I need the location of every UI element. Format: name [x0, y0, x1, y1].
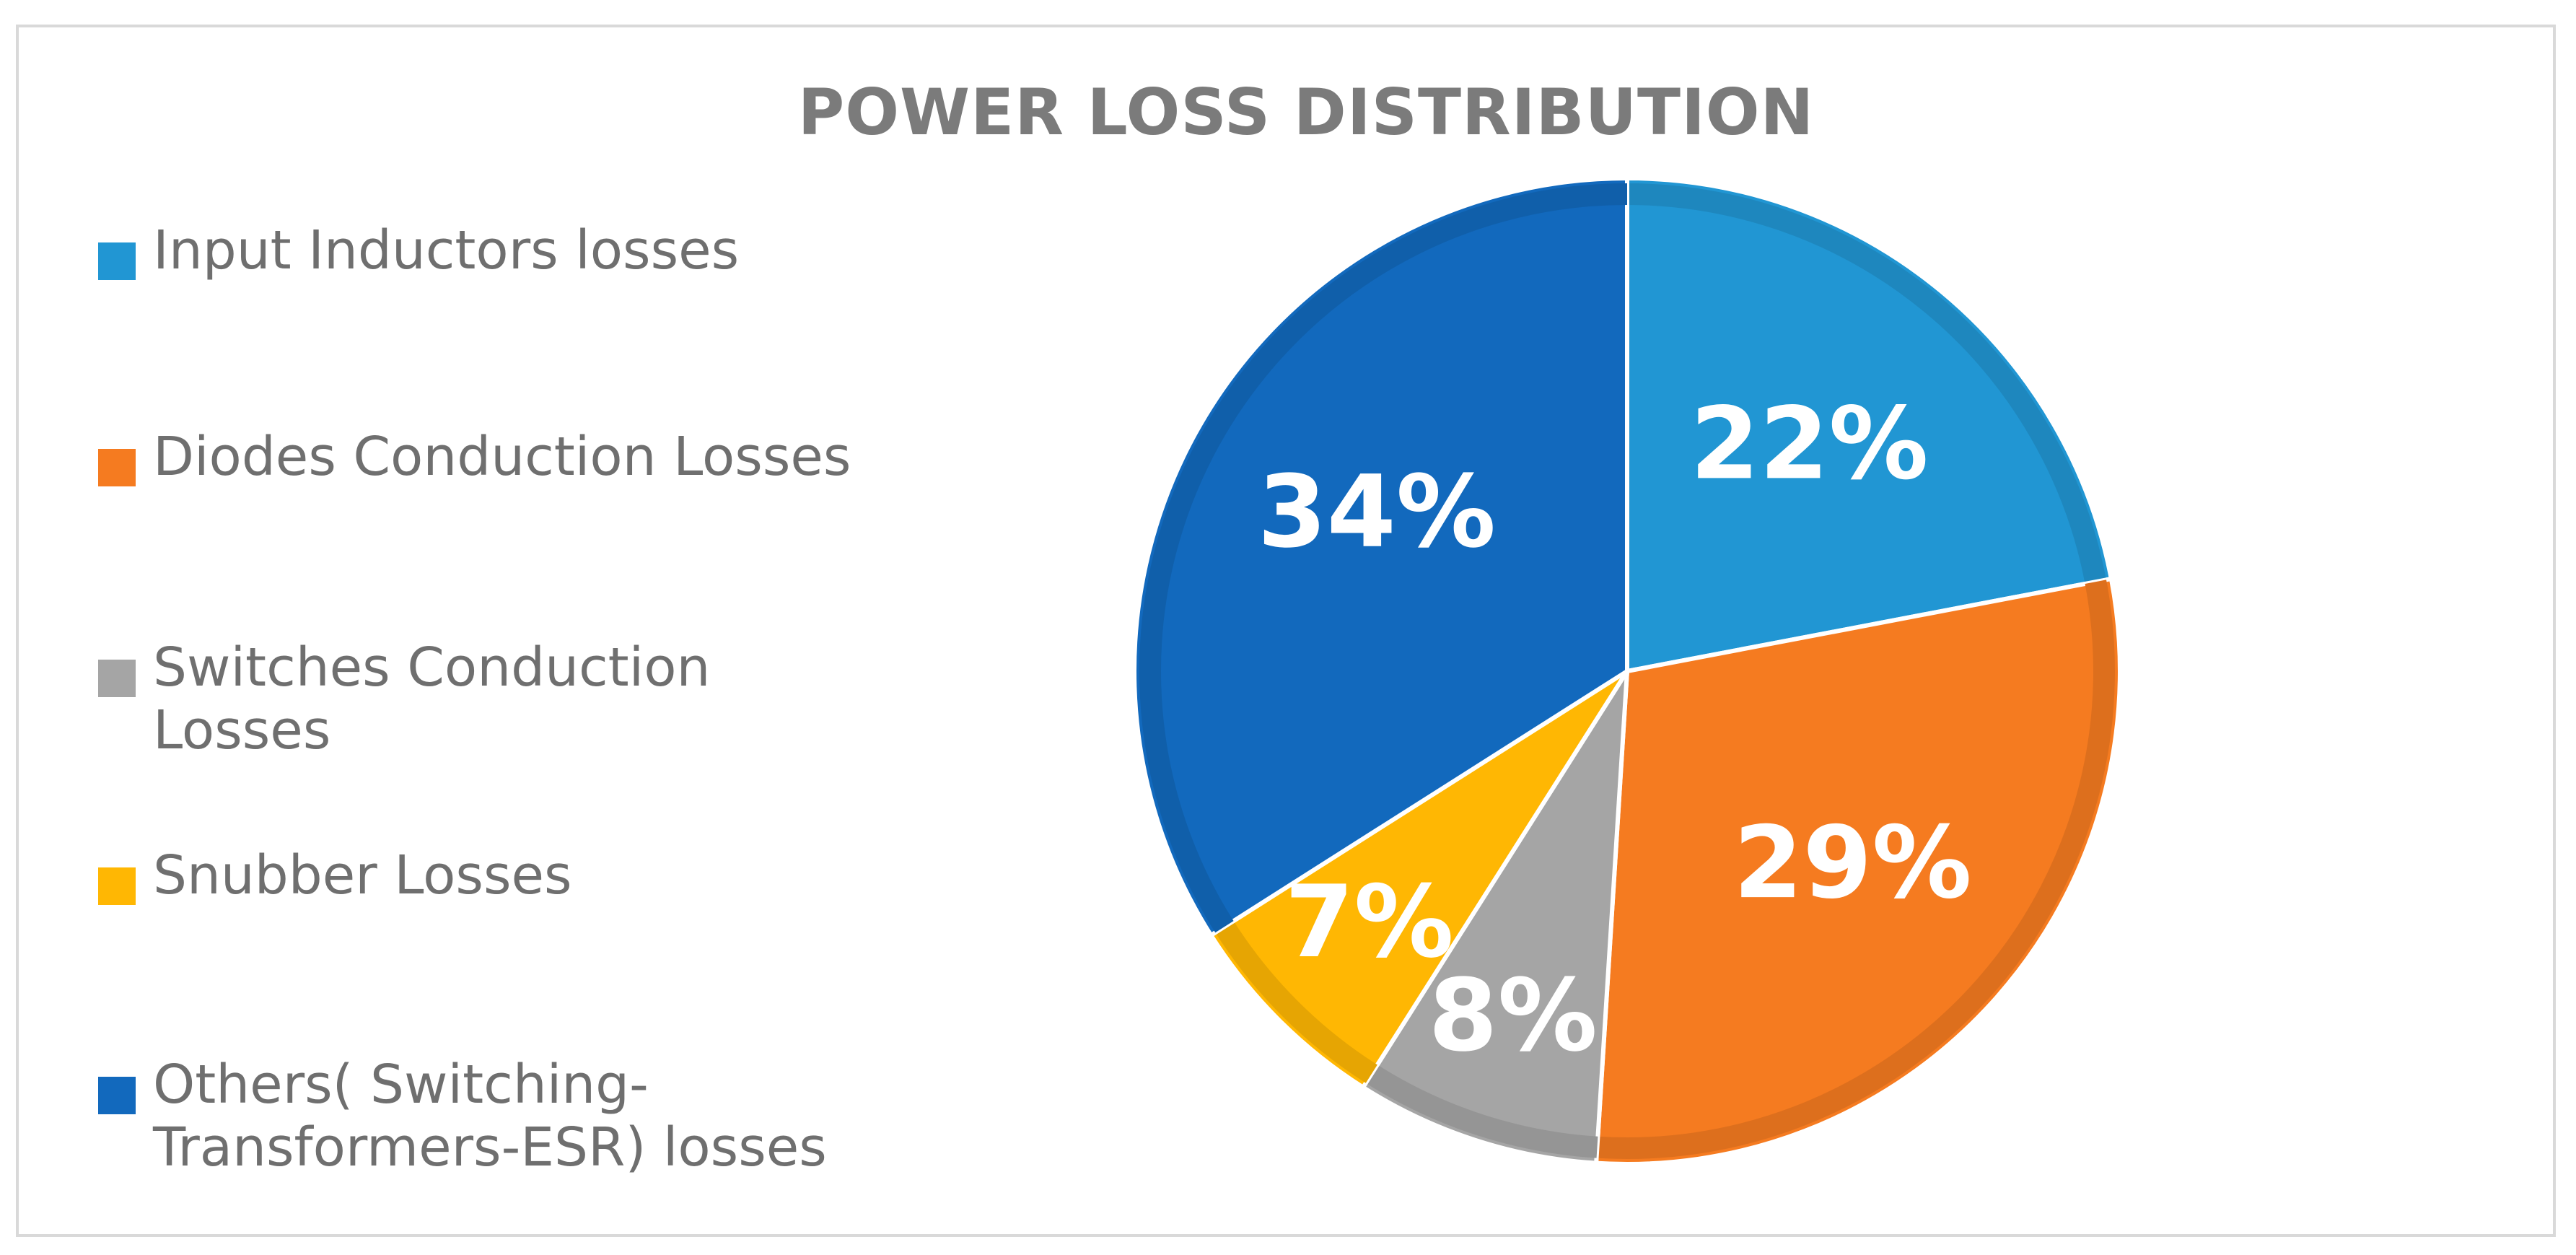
legend-label-switches-conduction: Switches Conduction Losses	[153, 637, 711, 762]
legend-swatch-snubber	[98, 867, 136, 905]
pie-slice-diodes-conduction-losses	[1594, 577, 2122, 1166]
legend-item-others: Others( Switching- Transformers-ESR) los…	[98, 1054, 827, 1180]
pie-slice-rim-input-inductors-losses	[1626, 183, 2107, 584]
pie-slices	[1132, 176, 2122, 1166]
pie-slice-rim-snubber-losses	[1215, 921, 1377, 1083]
pie-slice-rim-diodes-conduction-losses	[1596, 580, 2115, 1160]
pie-slice-rim-switches-conduction-losses	[1365, 1064, 1598, 1158]
legend-item-diodes-conduction: Diodes Conduction Losses	[98, 426, 851, 489]
chart-title: POWER LOSS DISTRIBUTION	[797, 75, 1815, 149]
legend-swatch-others	[98, 1077, 136, 1114]
pie-label-snubber-losses: 7%	[1284, 864, 1453, 980]
legend-label-snubber: Snubber Losses	[153, 844, 572, 906]
pie-slice-rim-others-switching-transformers-esr-losses	[1139, 183, 1628, 933]
legend-swatch-diodes-conduction	[98, 449, 136, 486]
legend-item-snubber: Snubber Losses	[98, 844, 572, 907]
legend-item-input-inductors: Input Inductors losses	[98, 219, 739, 282]
pie-slice-snubber-losses	[1209, 669, 1629, 1090]
pie-slice-labels: 22% 29% 8%7% 34%	[1258, 385, 1972, 1073]
legend: Input Inductors losses Diodes Conduction…	[98, 0, 1051, 1255]
legend-label-others: Others( Switching- Transformers-ESR) los…	[153, 1054, 827, 1179]
pie-label-others-switching-transformers-esr-losses: 34%	[1258, 454, 1496, 570]
pie-label-diodes-conduction-losses: 29%	[1733, 805, 1971, 921]
legend-item-switches-conduction: Switches Conduction Losses	[98, 637, 710, 763]
legend-label-input-inductors: Input Inductors losses	[153, 219, 740, 281]
legend-label-diodes-conduction: Diodes Conduction Losses	[153, 426, 851, 488]
pie-label-input-inductors-losses: 22%	[1690, 385, 1928, 502]
pie-label-switches-conduction-losses: 8%	[1429, 958, 1598, 1074]
pie-slice-switches-conduction-losses	[1361, 669, 1629, 1166]
legend-swatch-switches-conduction	[98, 660, 136, 697]
legend-swatch-input-inductors	[98, 242, 136, 280]
pie-slice-input-inductors-losses	[1625, 176, 2113, 673]
